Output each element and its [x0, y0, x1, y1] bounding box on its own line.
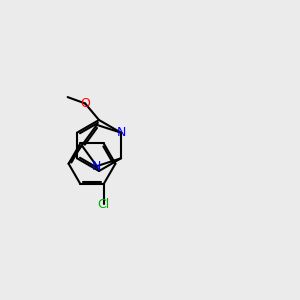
Text: Cl: Cl — [98, 198, 110, 211]
Text: O: O — [80, 97, 90, 110]
Text: N: N — [116, 126, 126, 139]
Text: N: N — [92, 160, 101, 172]
